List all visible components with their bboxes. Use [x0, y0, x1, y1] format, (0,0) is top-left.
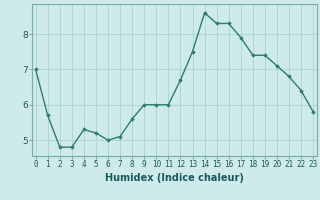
X-axis label: Humidex (Indice chaleur): Humidex (Indice chaleur) [105, 173, 244, 183]
